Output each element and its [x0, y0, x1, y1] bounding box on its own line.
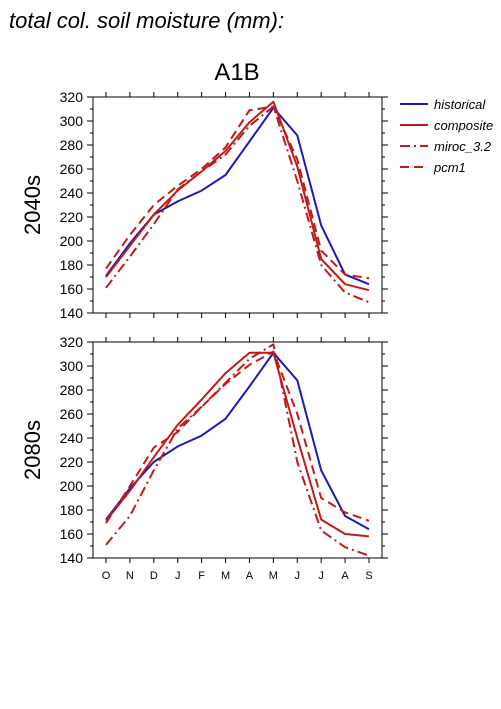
series-line-pcm1: [105, 350, 370, 524]
y-tick-label: 300: [60, 358, 84, 374]
series-line-miroc-3-2: [105, 105, 370, 304]
scenario-title: A1B: [214, 59, 259, 86]
legend: historical composite miroc_3.2 pcm1: [400, 97, 493, 175]
y-tick-label: 180: [60, 257, 84, 273]
x-tick-label: S: [365, 570, 372, 582]
y-tick-label: 320: [60, 334, 84, 350]
legend-label: composite: [434, 118, 493, 133]
x-tick-label: O: [102, 570, 111, 582]
panel-2040s: 140 160 180 200 220 240 260 280 300 320 2040s: [20, 89, 388, 321]
x-tick-label: M: [269, 570, 278, 582]
y-tick-label: 280: [60, 382, 84, 398]
y-tick-label: 220: [60, 454, 84, 470]
y-tick-label: 260: [60, 161, 84, 177]
panel-2080s: 140 160 180 200 220 240 260 280 300 320 O N D J F M A M J J…: [20, 334, 388, 582]
y-tick-label: 200: [60, 478, 84, 494]
series-line-pcm1: [105, 105, 370, 280]
series-line-composite: [105, 351, 370, 538]
x-tick-label: F: [198, 570, 205, 582]
legend-item: composite: [400, 118, 493, 133]
y-tick-label: 280: [60, 137, 84, 153]
legend-label: historical: [434, 97, 486, 112]
x-tick-label: J: [295, 570, 301, 582]
legend-label: pcm1: [433, 160, 466, 175]
y-tick-label: 300: [60, 113, 84, 129]
panel-label: 2040s: [20, 175, 45, 235]
x-tick-label: N: [126, 570, 134, 582]
y-tick-label: 240: [60, 185, 84, 201]
y-tick-label: 160: [60, 526, 84, 542]
y-tick-label: 160: [60, 281, 84, 297]
series-line-composite: [105, 100, 370, 292]
y-tick-label: 200: [60, 233, 84, 249]
y-tick-label: 240: [60, 430, 84, 446]
header-title: total col. soil moisture (mm):: [9, 8, 284, 33]
x-tick-label: A: [246, 570, 254, 582]
x-tick-label: D: [150, 570, 158, 582]
y-tick-label: 260: [60, 406, 84, 422]
y-tick-label: 180: [60, 502, 84, 518]
x-tick-label: J: [175, 570, 181, 582]
x-tick-label: J: [318, 570, 324, 582]
x-tick-label: A: [341, 570, 349, 582]
y-tick-label: 140: [60, 550, 84, 566]
legend-item: pcm1: [400, 160, 466, 175]
legend-label: miroc_3.2: [434, 139, 492, 154]
series-line-miroc-3-2: [105, 343, 370, 557]
y-tick-label: 320: [60, 89, 84, 105]
plot-frame: [92, 96, 383, 314]
legend-item: miroc_3.2: [400, 139, 492, 154]
panels: 140 160 180 200 220 240 260 280 300 320 2040s 140 16…: [20, 89, 388, 582]
y-tick-label: 220: [60, 209, 84, 225]
y-tick-label: 140: [60, 305, 84, 321]
x-tick-label: M: [221, 570, 230, 582]
series-line-historical: [105, 106, 370, 286]
panel-label: 2080s: [20, 420, 45, 480]
legend-item: historical: [400, 97, 486, 112]
series-line-historical: [105, 351, 370, 531]
